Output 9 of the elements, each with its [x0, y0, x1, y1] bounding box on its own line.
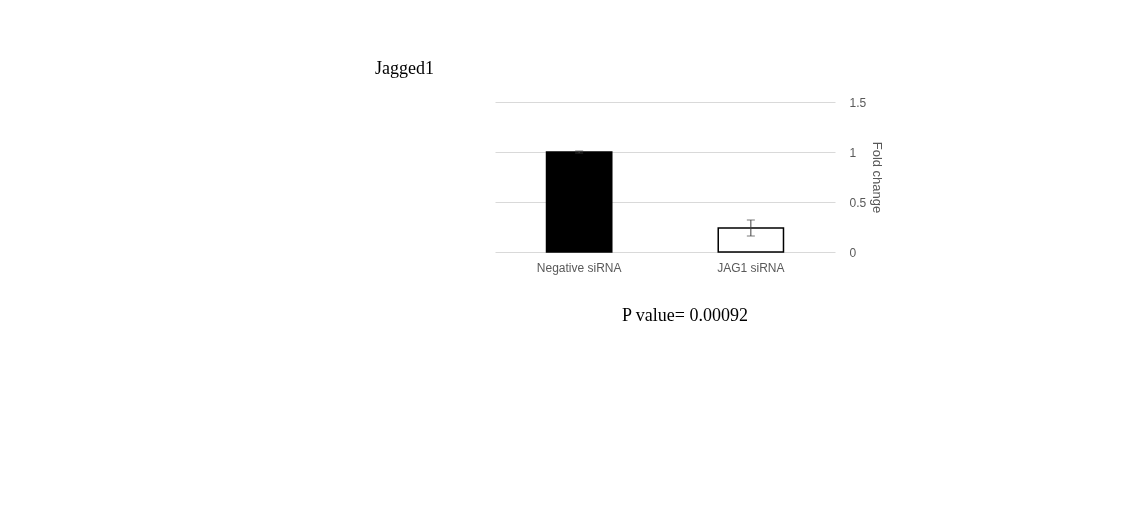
y-tick-label: 0.5 [849, 195, 867, 210]
y-tick-label: 1 [849, 145, 857, 160]
chart-title: Jagged1 [375, 58, 434, 78]
x-tick-label: Negative siRNA [536, 260, 622, 275]
y-tick-label: 1.5 [849, 95, 867, 110]
y-axis-title: Fold change [870, 141, 886, 214]
y-tick-label: 0 [849, 245, 857, 260]
x-tick-label: JAG1 siRNA [717, 260, 785, 275]
text: P value= 0.00092 [622, 305, 748, 325]
